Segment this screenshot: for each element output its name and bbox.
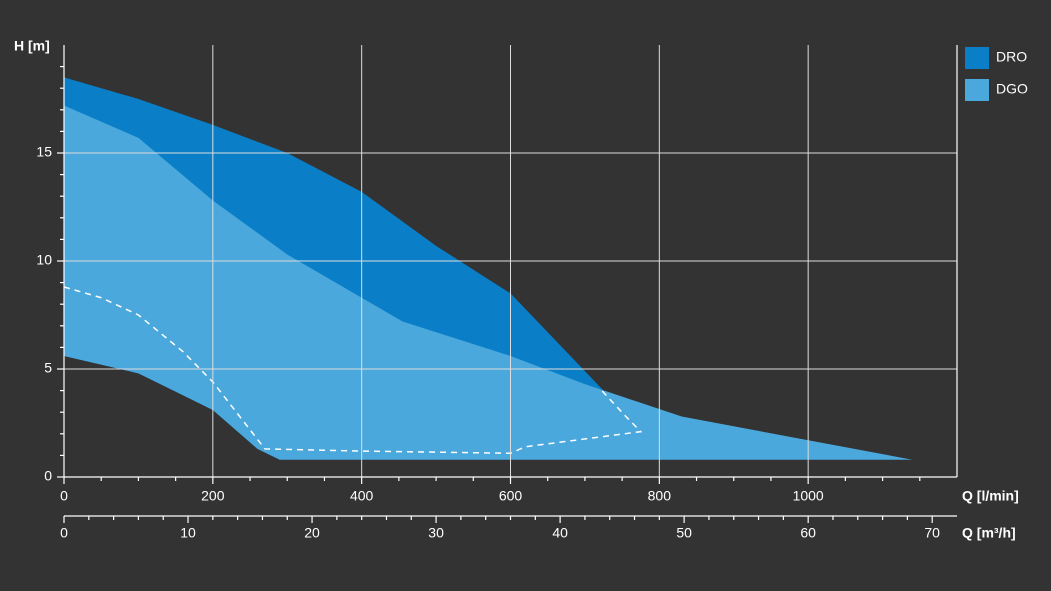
legend-label: DRO — [996, 49, 1027, 65]
x2-tick-label: 40 — [552, 525, 568, 541]
x-tick-label: 0 — [60, 488, 68, 504]
x2-tick-label: 10 — [180, 525, 196, 541]
legend-swatch — [965, 79, 989, 101]
legend-label: DGO — [996, 81, 1028, 97]
y-tick-label: 15 — [36, 144, 52, 160]
area — [64, 105, 913, 460]
x-tick-label: 400 — [350, 488, 374, 504]
x-axis-label: Q [l/min] — [962, 488, 1019, 504]
x2-tick-label: 20 — [304, 525, 320, 541]
x-tick-label: 1000 — [793, 488, 824, 504]
y-axis-label: H [m] — [14, 38, 50, 54]
legend-swatch — [965, 47, 989, 69]
x2-tick-label: 50 — [676, 525, 692, 541]
x-tick-label: 600 — [499, 488, 523, 504]
dashed-line — [63, 286, 643, 454]
x2-tick-label: 0 — [60, 525, 68, 541]
x2-axis-label: Q [m³/h] — [962, 525, 1016, 541]
x2-tick-label: 60 — [800, 525, 816, 541]
y-tick-label: 5 — [44, 360, 52, 376]
x2-tick-label: 70 — [924, 525, 940, 541]
x-tick-label: 200 — [201, 488, 225, 504]
x2-tick-label: 30 — [428, 525, 444, 541]
x-tick-label: 800 — [648, 488, 672, 504]
y-tick-label: 10 — [36, 252, 52, 268]
y-tick-label: 0 — [44, 468, 52, 484]
